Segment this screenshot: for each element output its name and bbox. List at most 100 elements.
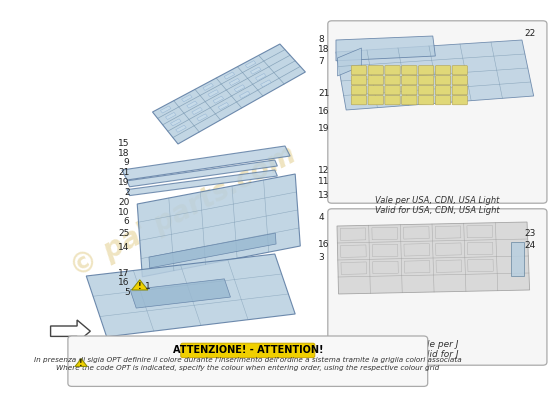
Text: 16: 16 — [118, 278, 130, 287]
Text: 14: 14 — [118, 244, 130, 252]
Polygon shape — [256, 74, 266, 80]
Polygon shape — [436, 243, 461, 255]
FancyBboxPatch shape — [385, 86, 400, 95]
FancyBboxPatch shape — [68, 336, 428, 386]
Text: 7: 7 — [318, 58, 324, 66]
Polygon shape — [338, 48, 361, 76]
Polygon shape — [170, 119, 181, 126]
FancyBboxPatch shape — [368, 76, 383, 85]
FancyBboxPatch shape — [328, 21, 547, 203]
Polygon shape — [149, 233, 276, 268]
FancyBboxPatch shape — [328, 209, 547, 365]
Polygon shape — [213, 96, 224, 103]
Text: 20: 20 — [118, 198, 130, 207]
Text: 4: 4 — [318, 214, 324, 222]
Text: In presenza di sigia OPT definire il colore durante l'inserimento dell'ordine a : In presenza di sigia OPT definire il col… — [34, 357, 461, 363]
Text: 19: 19 — [118, 178, 130, 187]
Text: 10: 10 — [118, 208, 130, 217]
Polygon shape — [127, 160, 277, 187]
Polygon shape — [86, 254, 295, 337]
Text: !: ! — [79, 359, 83, 368]
Text: 11: 11 — [318, 177, 329, 186]
FancyBboxPatch shape — [436, 66, 450, 75]
Text: 22: 22 — [524, 30, 535, 38]
Text: 21: 21 — [318, 90, 329, 98]
FancyBboxPatch shape — [419, 66, 434, 75]
FancyBboxPatch shape — [368, 66, 383, 75]
Text: © pa' parts.com: © pa' parts.com — [65, 141, 300, 283]
Polygon shape — [187, 101, 197, 108]
Polygon shape — [341, 262, 367, 274]
Polygon shape — [372, 227, 398, 240]
Polygon shape — [372, 244, 398, 257]
Polygon shape — [152, 44, 305, 144]
FancyBboxPatch shape — [452, 66, 468, 75]
FancyBboxPatch shape — [402, 76, 417, 85]
FancyBboxPatch shape — [402, 66, 417, 75]
FancyBboxPatch shape — [452, 96, 468, 105]
Polygon shape — [373, 261, 398, 274]
Polygon shape — [245, 61, 256, 68]
FancyBboxPatch shape — [368, 96, 383, 105]
Text: 3: 3 — [318, 254, 324, 262]
Text: Vale per J
Valid for J: Vale per J Valid for J — [416, 340, 459, 359]
Polygon shape — [203, 83, 213, 90]
Polygon shape — [122, 146, 290, 180]
Polygon shape — [512, 242, 524, 276]
Text: 24: 24 — [524, 242, 535, 250]
FancyBboxPatch shape — [436, 86, 450, 95]
Polygon shape — [468, 259, 493, 272]
Text: 18: 18 — [318, 46, 329, 54]
FancyBboxPatch shape — [385, 76, 400, 85]
Text: 16: 16 — [318, 108, 329, 116]
Text: 17: 17 — [118, 269, 130, 278]
Polygon shape — [127, 170, 277, 196]
Polygon shape — [51, 320, 90, 342]
FancyBboxPatch shape — [402, 86, 417, 95]
Text: 16: 16 — [318, 240, 329, 249]
FancyBboxPatch shape — [351, 86, 366, 95]
Text: 25: 25 — [118, 230, 130, 238]
Polygon shape — [130, 279, 230, 308]
Text: 13: 13 — [318, 192, 329, 200]
FancyBboxPatch shape — [351, 96, 366, 105]
Polygon shape — [218, 102, 229, 110]
FancyBboxPatch shape — [402, 96, 417, 105]
Polygon shape — [340, 245, 366, 257]
FancyBboxPatch shape — [452, 86, 468, 95]
Polygon shape — [192, 108, 202, 114]
Text: 23: 23 — [524, 230, 535, 238]
Text: 9: 9 — [124, 158, 130, 167]
Polygon shape — [224, 72, 235, 79]
FancyBboxPatch shape — [419, 86, 434, 95]
Polygon shape — [468, 242, 493, 255]
FancyBboxPatch shape — [181, 343, 315, 358]
Polygon shape — [436, 260, 461, 272]
Text: ATTENZIONE! - ATTENTION!: ATTENZIONE! - ATTENTION! — [173, 345, 323, 355]
FancyBboxPatch shape — [436, 76, 450, 85]
Polygon shape — [404, 227, 429, 239]
Polygon shape — [239, 91, 250, 98]
Polygon shape — [75, 359, 87, 366]
Polygon shape — [404, 244, 430, 256]
Polygon shape — [137, 174, 300, 277]
Polygon shape — [340, 228, 366, 240]
FancyBboxPatch shape — [419, 76, 434, 85]
Text: 19: 19 — [318, 124, 329, 133]
Polygon shape — [166, 112, 176, 120]
Text: !: ! — [138, 282, 141, 291]
Polygon shape — [161, 106, 171, 113]
Polygon shape — [336, 40, 534, 110]
FancyBboxPatch shape — [385, 66, 400, 75]
Text: 8: 8 — [318, 36, 324, 44]
FancyBboxPatch shape — [351, 76, 366, 85]
Polygon shape — [336, 36, 436, 61]
Polygon shape — [337, 222, 530, 294]
Text: !: ! — [107, 366, 111, 375]
Polygon shape — [467, 225, 493, 238]
Text: 15: 15 — [118, 140, 130, 148]
Text: 18: 18 — [118, 149, 130, 158]
Polygon shape — [435, 226, 461, 238]
Text: 6: 6 — [124, 218, 130, 226]
Polygon shape — [229, 78, 240, 86]
